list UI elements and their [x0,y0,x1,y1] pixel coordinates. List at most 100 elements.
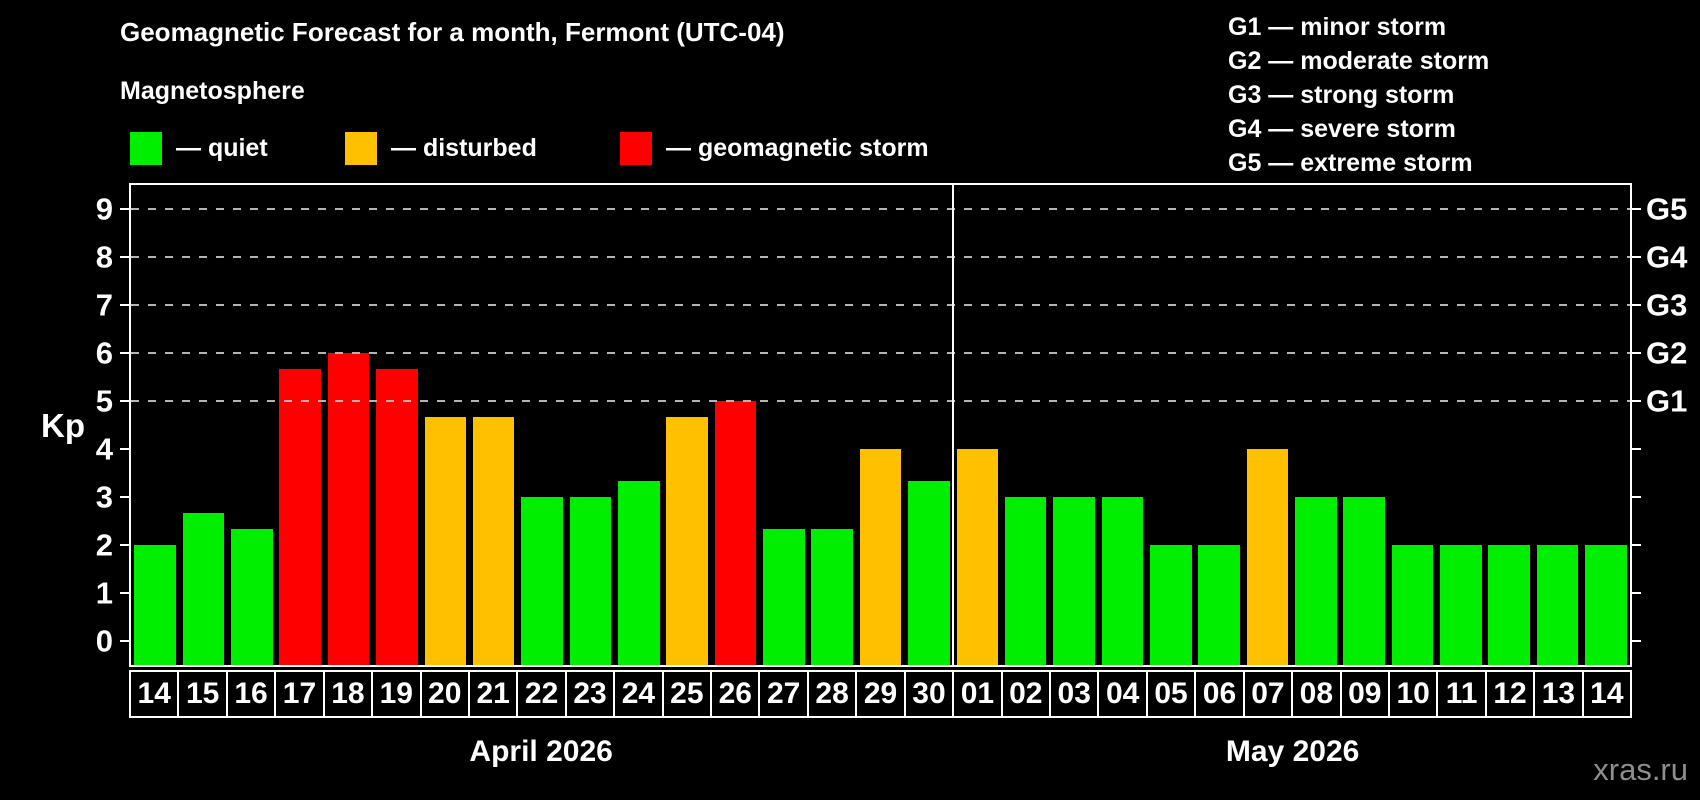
bar-slot [760,185,808,665]
kp-bar [1149,545,1192,665]
bar-slot [711,185,759,665]
plot-inner: Kp 0 1 2 3 4 5 6 7 8 9 G1 G2 G3 G4 G5 [41,185,1687,665]
kp-bar [1101,497,1144,665]
kp-bar [327,353,370,665]
bar-slot [373,185,421,665]
day-cell: 11 [1436,670,1487,718]
y-tick [120,304,131,306]
day-cell: 27 [758,670,809,718]
bars-container [131,185,1630,665]
legend-item-storm: — geomagnetic storm [620,130,929,166]
kp-bar [376,368,418,665]
bar-slot [276,185,324,665]
gridline [131,400,1630,402]
kp-bar [1004,497,1047,665]
bar-slot [1098,185,1146,665]
y-tick-label: 5 [95,383,113,419]
day-cell: 10 [1387,670,1439,718]
chart-title: Geomagnetic Forecast for a month, Fermon… [120,17,785,47]
right-tick [1630,304,1641,306]
bar-slot [615,185,663,665]
gridline [131,256,1630,258]
bar-slot [324,185,372,665]
g-level-label: G4 [1646,239,1688,275]
kp-bar [1536,545,1579,665]
kp-bar [182,512,225,665]
g-level-label: G5 [1646,191,1688,227]
legend-item-label: — disturbed [391,133,537,162]
right-tick [1630,256,1641,258]
day-cell: 16 [225,670,277,718]
bar-slot [1533,185,1581,665]
kp-bar [231,529,273,665]
bar-slot [808,185,856,665]
day-cell: 07 [1242,670,1294,718]
g2-legend-line: G2 — moderate storm [1228,47,1490,75]
bar-slot [1340,185,1388,665]
bar-slot [179,185,227,665]
day-cell: 21 [467,670,519,718]
legend-item-quiet: — quiet [130,130,268,166]
gridline [131,208,1630,210]
bar-slot [228,185,276,665]
legend-item-disturbed: — disturbed [345,130,537,166]
day-cell: 08 [1291,670,1342,718]
right-tick [1630,352,1641,354]
day-cell: 23 [564,670,616,718]
right-tick [1630,592,1641,594]
kp-bar [811,529,853,665]
kp-bar [1391,545,1434,665]
kp-bar [617,481,660,665]
bar-slot [131,185,179,665]
kp-bar [424,416,467,665]
y-axis-title: Kp [41,407,85,444]
legend-item-label: — quiet [176,133,268,162]
y-tick-label: 7 [95,287,113,323]
gridline [131,352,1630,354]
g3-legend-line: G3 — strong storm [1228,81,1455,109]
bar-slot [1147,185,1195,665]
day-cell: 24 [613,670,664,718]
right-tick [1630,400,1641,402]
storm-color-swatch [620,131,652,165]
bar-slot [1485,185,1533,665]
day-cell: 29 [855,670,906,718]
kp-bar [279,368,322,665]
kp-bar [908,481,950,665]
bar-slot [1582,185,1630,665]
day-cell: 06 [1194,670,1245,718]
kp-bar [1198,545,1240,665]
bar-slot [1050,185,1098,665]
day-cell: 17 [274,670,325,718]
right-tick [1630,640,1641,642]
gridline [131,304,1630,306]
kp-bar [1246,449,1289,665]
kp-bar [1440,545,1482,665]
magnetosphere-label: Magnetosphere [120,77,305,105]
bar-slot [566,185,614,665]
month-label: April 2026 [469,735,613,768]
kp-bar [666,416,708,665]
bar-slot [518,185,566,665]
bar-slot [953,185,1001,665]
day-axis-row: 14 15 16 17 18 19 20 21 22 23 24 25 26 27 28 29 30 01 02 03… [129,670,1633,718]
quiet-color-swatch [130,131,162,165]
bar-slot [1001,185,1049,665]
kp-bar [956,449,999,665]
y-tick [120,208,131,210]
bar-slot [1388,185,1436,665]
y-tick [120,496,131,498]
kp-bar [1343,497,1385,665]
bar-slot [470,185,518,665]
bar-slot [421,185,469,665]
kp-bar [521,497,563,665]
day-cell: 25 [661,670,713,718]
day-cell: 03 [1049,670,1100,718]
month-divider [952,185,955,665]
bar-slot [663,185,711,665]
y-tick-label: 1 [95,575,113,611]
day-cell: 14 [1581,670,1633,718]
y-tick-label: 6 [95,335,113,371]
day-cell: 09 [1339,670,1390,718]
y-tick [120,256,131,258]
